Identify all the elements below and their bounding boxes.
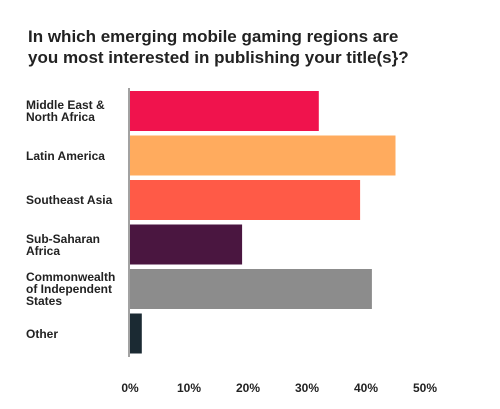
bar — [130, 180, 361, 220]
y-tick-label: Other — [26, 326, 59, 341]
y-tick-label: Middle East & North Africa — [26, 98, 105, 124]
x-tick-label: 40% — [354, 381, 378, 395]
y-tick-label: Latin America — [26, 148, 105, 163]
x-tick-label: 0% — [121, 381, 139, 395]
y-tick-label: Sub-Saharan Africa — [26, 231, 101, 258]
bar — [130, 135, 396, 176]
bar — [130, 91, 319, 131]
y-tick-label: Commonwealth of Independent States — [26, 270, 116, 308]
chart-title: In which emerging mobile gaming regions … — [28, 27, 409, 67]
bar — [130, 269, 372, 309]
x-tick-label: 30% — [295, 381, 319, 395]
y-tick-label: Southeast Asia — [26, 193, 113, 207]
x-tick-label: 20% — [236, 381, 260, 395]
bar — [130, 313, 142, 354]
x-tick-label: 50% — [413, 381, 437, 395]
x-tick-label: 10% — [177, 381, 201, 395]
bar — [130, 224, 243, 265]
